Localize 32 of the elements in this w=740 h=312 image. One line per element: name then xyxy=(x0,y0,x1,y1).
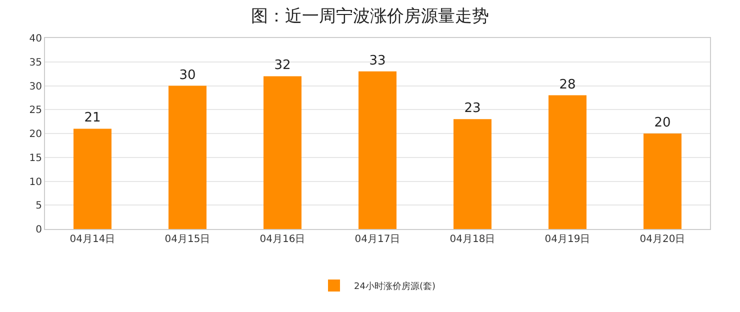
x-tick-label: 04月20日 xyxy=(640,234,686,245)
data-label: 23 xyxy=(464,101,481,116)
bar xyxy=(74,128,112,229)
data-label: 33 xyxy=(369,53,386,68)
y-tick-label: 20 xyxy=(29,129,42,140)
legend-label: 24小时涨价房源(套) xyxy=(354,281,436,292)
data-label: 30 xyxy=(179,68,196,83)
bar xyxy=(358,71,396,229)
data-label: 28 xyxy=(559,77,576,92)
data-label: 32 xyxy=(274,58,291,74)
bar xyxy=(264,76,302,229)
y-tick-label: 15 xyxy=(29,152,42,164)
y-tick-label: 0 xyxy=(36,224,42,236)
data-label: 21 xyxy=(84,110,101,126)
y-tick-label: 5 xyxy=(36,200,42,212)
x-tick-label: 04月15日 xyxy=(164,234,210,245)
bar xyxy=(644,134,682,229)
bar xyxy=(548,95,586,229)
x-tick-label: 04月18日 xyxy=(450,234,496,245)
x-tick-label: 04月17日 xyxy=(354,234,400,245)
bar xyxy=(454,119,492,229)
x-tick-label: 04月19日 xyxy=(544,234,590,245)
y-tick-label: 10 xyxy=(29,176,42,188)
y-tick-label: 35 xyxy=(29,57,42,68)
data-label: 20 xyxy=(654,116,671,130)
y-tick-label: 40 xyxy=(29,34,42,44)
chart-title: 图：近一周宁波涨价房源量走势 xyxy=(251,6,489,26)
x-tick-label: 04月16日 xyxy=(260,234,306,245)
bar xyxy=(168,86,206,229)
y-tick-label: 25 xyxy=(29,105,42,116)
y-tick-label: 30 xyxy=(29,81,42,92)
x-tick-label: 04月14日 xyxy=(70,234,116,245)
